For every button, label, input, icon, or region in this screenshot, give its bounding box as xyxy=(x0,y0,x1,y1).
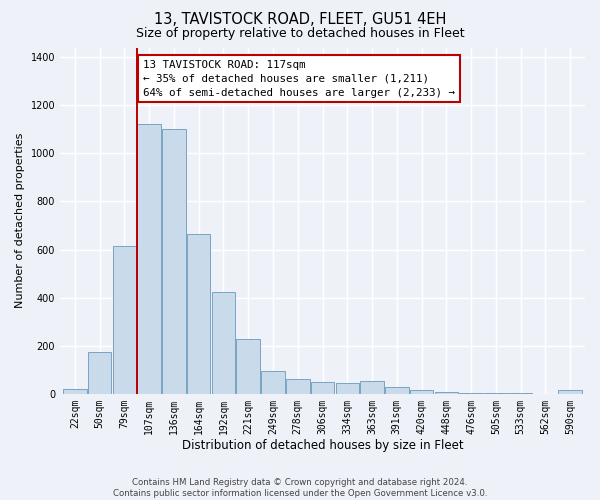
Bar xyxy=(137,124,161,394)
Text: Contains HM Land Registry data © Crown copyright and database right 2024.
Contai: Contains HM Land Registry data © Crown c… xyxy=(113,478,487,498)
Bar xyxy=(335,383,359,394)
Bar xyxy=(162,130,186,394)
Bar xyxy=(484,393,508,394)
Bar xyxy=(286,380,310,394)
Bar xyxy=(63,389,86,394)
Bar xyxy=(311,382,334,394)
Text: Size of property relative to detached houses in Fleet: Size of property relative to detached ho… xyxy=(136,28,464,40)
Y-axis label: Number of detached properties: Number of detached properties xyxy=(15,133,25,308)
Bar xyxy=(360,380,384,394)
Text: 13 TAVISTOCK ROAD: 117sqm
← 35% of detached houses are smaller (1,211)
64% of se: 13 TAVISTOCK ROAD: 117sqm ← 35% of detac… xyxy=(143,60,455,98)
Bar xyxy=(88,352,112,394)
Bar xyxy=(434,392,458,394)
X-axis label: Distribution of detached houses by size in Fleet: Distribution of detached houses by size … xyxy=(182,440,463,452)
Bar xyxy=(559,390,582,394)
Bar xyxy=(212,292,235,394)
Bar xyxy=(113,246,136,394)
Bar xyxy=(410,390,433,394)
Bar xyxy=(187,234,211,394)
Bar xyxy=(261,371,285,394)
Bar xyxy=(460,393,483,394)
Text: 13, TAVISTOCK ROAD, FLEET, GU51 4EH: 13, TAVISTOCK ROAD, FLEET, GU51 4EH xyxy=(154,12,446,28)
Bar xyxy=(236,338,260,394)
Bar xyxy=(385,387,409,394)
